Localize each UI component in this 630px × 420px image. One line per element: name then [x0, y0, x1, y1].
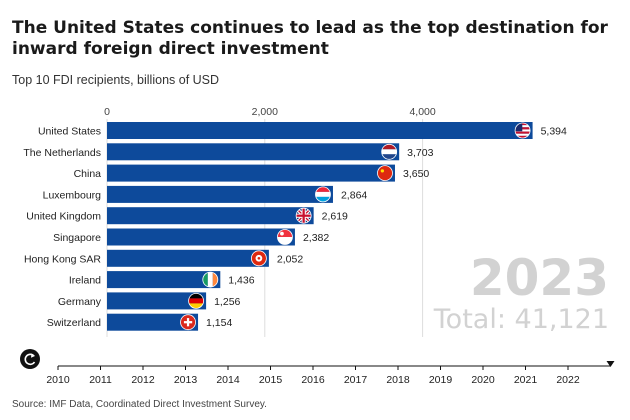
hong-kong-flag-icon	[251, 250, 267, 267]
category-label: Hong Kong SAR	[24, 253, 101, 265]
bar[interactable]	[107, 271, 221, 289]
bar[interactable]	[107, 249, 269, 267]
timeline-year-label: 2010	[46, 374, 70, 386]
uk-flag-icon	[295, 207, 312, 224]
timeline-year-label: 2019	[429, 374, 453, 386]
timeline-year-label: 2014	[216, 374, 240, 386]
source-note: Source: IMF Data, Coordinated Direct Inv…	[12, 399, 267, 410]
value-label: 5,394	[541, 126, 567, 138]
timeline-handle[interactable]	[606, 361, 615, 367]
category-label: Switzerland	[47, 317, 101, 329]
chart-title: The United States continues to lead as t…	[12, 18, 608, 59]
bar[interactable]	[107, 164, 395, 182]
value-label: 1,436	[228, 275, 254, 287]
year-watermark: 2023	[470, 249, 609, 307]
bars	[107, 122, 533, 331]
germany-flag-icon	[188, 292, 204, 309]
singapore-flag-icon	[277, 229, 293, 245]
bar[interactable]	[107, 207, 314, 225]
year-timeline[interactable]	[57, 361, 615, 370]
bar[interactable]	[107, 313, 199, 331]
timeline-year-label: 2018	[386, 374, 410, 386]
value-label: 1,154	[206, 317, 232, 329]
bar[interactable]	[107, 185, 333, 203]
category-label: Ireland	[69, 275, 101, 287]
timeline-year-label: 2013	[174, 374, 198, 386]
category-label: Luxembourg	[43, 189, 102, 201]
total-label: Total: 41,121	[433, 304, 609, 335]
x-tick-label: 4,000	[409, 106, 435, 118]
bar[interactable]	[107, 228, 295, 246]
category-label: United States	[38, 126, 101, 138]
timeline-year-label: 2012	[131, 374, 155, 386]
timeline-year-label: 2017	[344, 374, 368, 386]
bar[interactable]	[107, 143, 400, 161]
timeline-year-label: 2022	[556, 374, 580, 386]
china-flag-icon	[377, 165, 393, 182]
luxembourg-flag-icon	[315, 186, 331, 203]
x-tick-label: 0	[104, 106, 110, 118]
category-label: Germany	[58, 296, 102, 308]
timeline-year-label: 2011	[89, 374, 112, 386]
ireland-flag-icon	[202, 271, 219, 288]
value-label: 2,619	[322, 211, 348, 223]
replay-icon[interactable]	[20, 349, 40, 369]
category-label: The Netherlands	[23, 147, 101, 159]
bar[interactable]	[107, 122, 533, 139]
switzerland-flag-icon	[180, 314, 196, 331]
chart-subtitle: Top 10 FDI recipients, billions of USD	[12, 73, 220, 87]
category-label: United Kingdom	[26, 211, 101, 223]
timeline-year-label: 2021	[514, 374, 538, 386]
value-label: 2,864	[341, 189, 367, 201]
x-tick-label: 2,000	[252, 106, 278, 118]
timeline-year-label: 2020	[471, 374, 495, 386]
timeline-year-label: 2016	[301, 374, 325, 386]
us-flag-icon	[514, 122, 531, 139]
category-label: China	[74, 168, 102, 180]
category-label: Singapore	[53, 232, 101, 244]
value-label: 2,052	[277, 253, 303, 265]
timeline-year-label: 2015	[259, 374, 283, 386]
netherlands-flag-icon	[381, 143, 398, 160]
value-label: 3,650	[403, 168, 429, 180]
value-label: 3,703	[407, 147, 433, 159]
value-label: 2,382	[303, 232, 329, 244]
value-label: 1,256	[214, 296, 240, 308]
bar[interactable]	[107, 292, 207, 310]
